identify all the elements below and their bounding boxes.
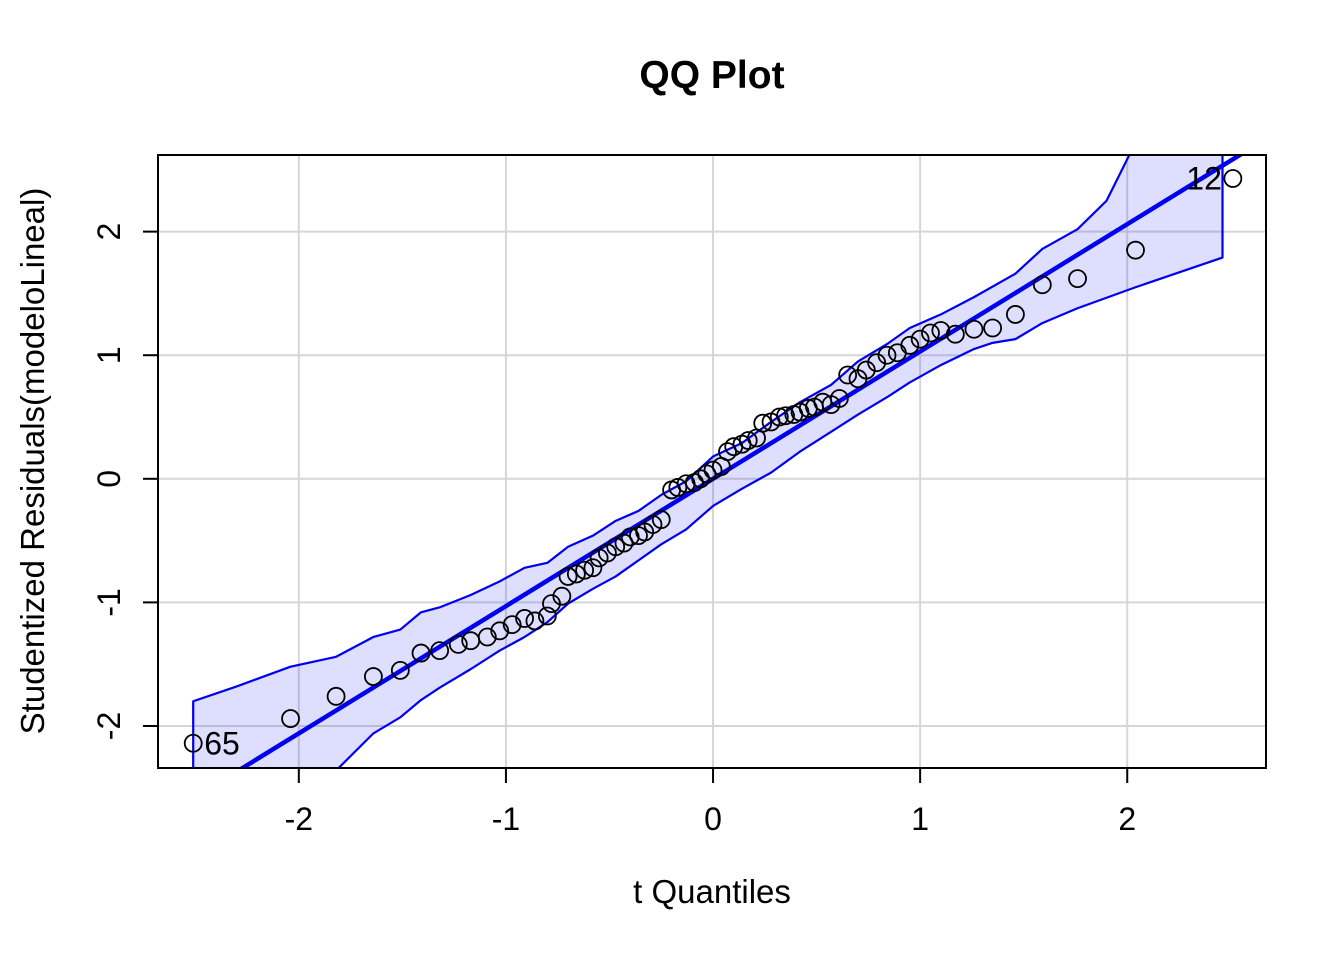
data-point [1126,240,1145,260]
data-point [525,611,545,631]
y-axis-tick-label: -2 [91,712,127,740]
data-point [753,413,773,433]
data-point [691,469,711,489]
data-point [448,635,468,654]
data-point [502,615,522,635]
data-point [281,709,300,728]
data-point [430,641,450,660]
data-point [477,627,497,647]
data-point [964,319,984,339]
point-labels: 65 12 [204,160,1222,761]
x-axis-tick-label: 1 [911,801,929,837]
y-axis-tick-label: 1 [91,346,127,364]
y-axis-tick-label: -1 [91,588,127,616]
data-point [651,510,671,529]
data-point [326,686,346,706]
data-point [390,660,410,680]
data-point [552,586,572,606]
data-point [614,533,634,553]
x-axis-tick-label: 2 [1118,801,1136,837]
y-axis-tick-label: 2 [91,223,127,241]
data-points [183,169,1243,753]
data-point [490,621,510,641]
data-point [668,478,688,497]
data-point [558,567,578,586]
data-point [1068,269,1087,288]
data-point [575,560,595,580]
data-point [945,324,965,344]
x-axis-tick-label: -2 [285,801,313,837]
axis-ticks [143,230,1129,783]
data-point [537,606,557,626]
gridlines [158,155,1266,768]
data-point [606,537,626,557]
data-point [1223,169,1243,188]
outlier-point-label: 12 [1186,160,1222,196]
y-axis-tick-label: 0 [91,470,127,488]
x-axis-label: t Quantiles [633,873,791,910]
axis-tick-labels: -2 -1 0 1 2 -2 -1 0 1 2 [91,223,1136,837]
data-point [411,643,431,663]
plot-box [157,154,1267,769]
data-point [566,564,586,584]
data-point [363,667,383,686]
data-point [703,460,723,480]
data-point [910,329,930,349]
data-point [515,609,534,628]
data-point [1006,305,1025,324]
y-axis-label: Studentized Residuals(modeloLineal) [14,188,51,735]
data-point [718,442,737,462]
data-point [921,323,940,343]
data-point [838,365,858,385]
outlier-point-label: 65 [204,725,240,761]
x-axis-tick-label: -1 [492,801,520,837]
data-point [183,733,203,753]
x-axis-tick-label: 0 [704,801,722,837]
data-point [983,318,1003,338]
data-point [1032,275,1052,295]
data-point [583,558,603,578]
data-point [738,431,758,450]
data-point [769,407,789,427]
data-point [829,389,849,408]
data-point [877,345,897,365]
chart-title: QQ Plot [639,54,784,97]
data-point [900,335,920,355]
data-point [931,321,951,340]
data-point [776,406,795,426]
